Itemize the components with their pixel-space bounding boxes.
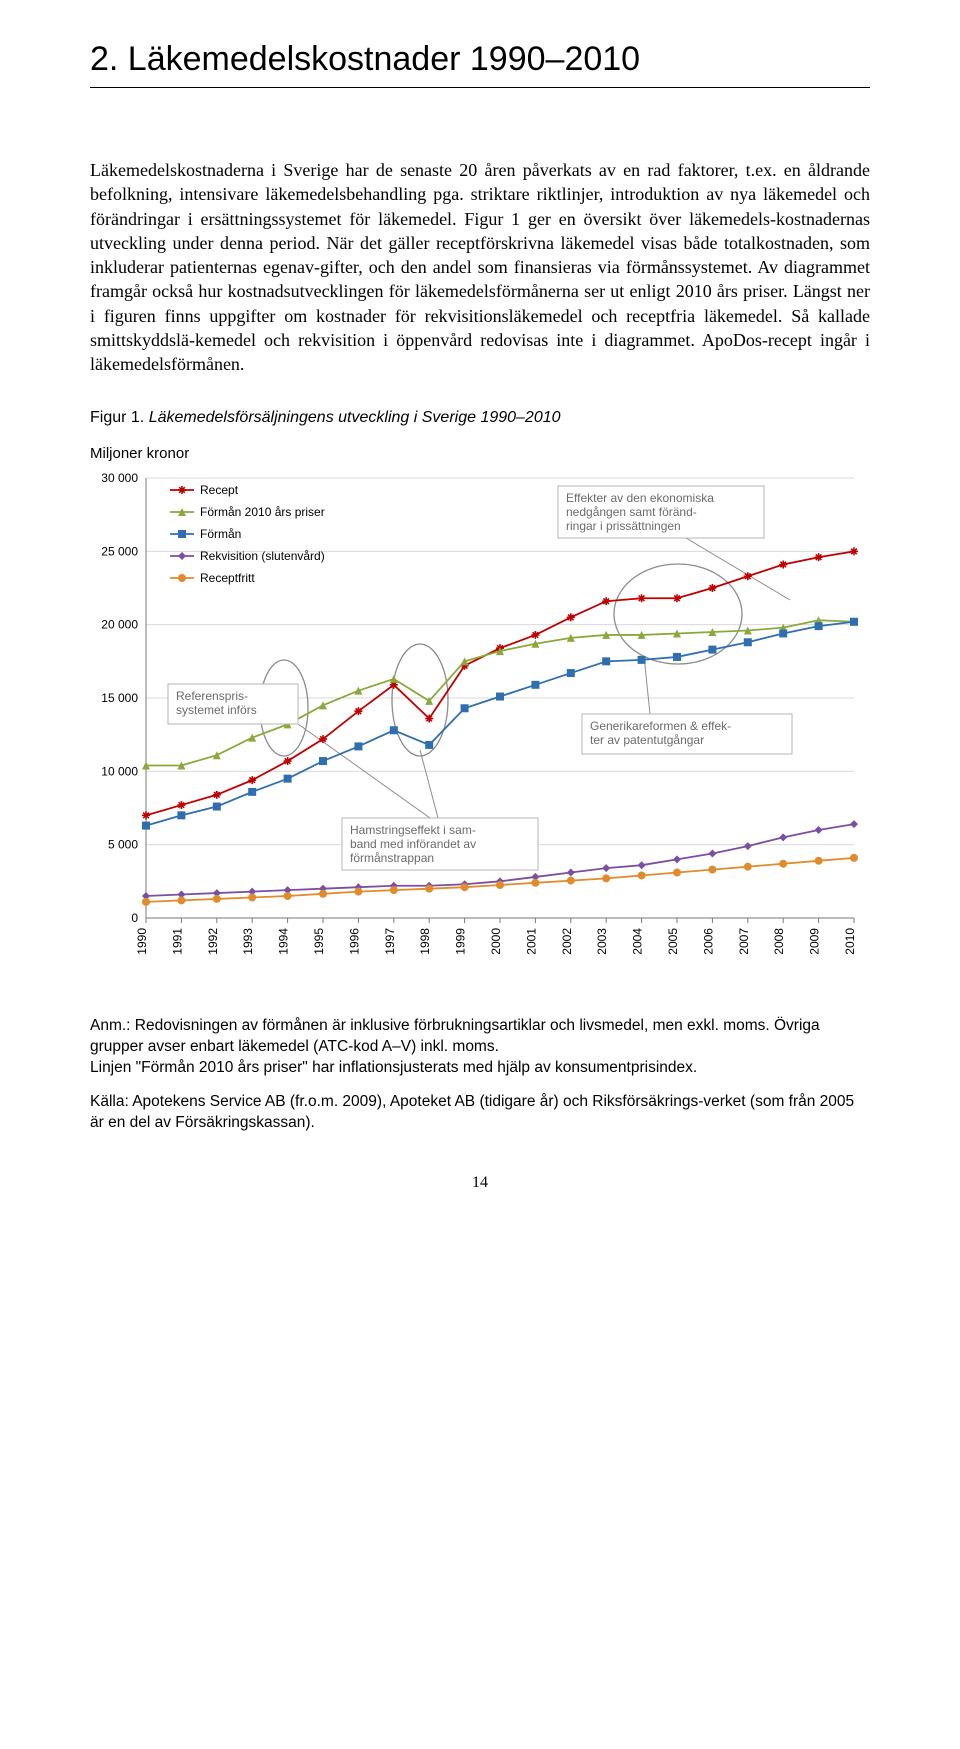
svg-text:2003: 2003 [595, 927, 609, 954]
svg-text:25 000: 25 000 [101, 544, 138, 558]
svg-text:1990: 1990 [135, 927, 149, 954]
svg-text:förmånstrappan: förmånstrappan [350, 851, 434, 865]
svg-text:1997: 1997 [383, 927, 397, 954]
svg-text:20 000: 20 000 [101, 617, 138, 631]
line-chart: 0 5 000 10 000 15 000 20 000 25 000 30 000 1990… [90, 468, 870, 988]
svg-text:2010: 2010 [843, 927, 857, 954]
svg-text:2007: 2007 [737, 927, 751, 954]
figure-caption-text: Läkemedelsförsäljningens utveckling i Sv… [149, 409, 561, 426]
svg-text:2006: 2006 [701, 927, 715, 954]
svg-text:2000: 2000 [489, 927, 503, 954]
body-paragraph: Läkemedelskostnaderna i Sverige har de s… [90, 158, 870, 377]
figure-note-anm: Anm.: Redovisningen av förmånen är inklu… [90, 1016, 870, 1079]
svg-text:5 000: 5 000 [108, 837, 138, 851]
y-axis-title: Miljoner kronor [90, 445, 870, 462]
svg-text:band med införandet av: band med införandet av [350, 837, 476, 851]
svg-text:2005: 2005 [666, 927, 680, 954]
figure-caption: Figur 1. Läkemedelsförsäljningens utveck… [90, 409, 870, 427]
svg-text:1995: 1995 [312, 927, 326, 954]
svg-text:Receptfritt: Receptfritt [200, 571, 255, 585]
svg-text:2009: 2009 [808, 927, 822, 954]
svg-text:1993: 1993 [241, 927, 255, 954]
svg-text:2001: 2001 [524, 927, 538, 954]
svg-text:nedgången samt föränd-: nedgången samt föränd- [566, 505, 697, 519]
svg-text:0: 0 [131, 911, 138, 925]
page-number: 14 [90, 1174, 870, 1192]
svg-text:1994: 1994 [277, 927, 291, 954]
svg-text:Hamstringseffekt i sam-: Hamstringseffekt i sam- [350, 823, 476, 837]
svg-text:2004: 2004 [631, 927, 645, 954]
svg-text:1992: 1992 [206, 927, 220, 954]
svg-text:1999: 1999 [454, 927, 468, 954]
svg-text:Effekter av den ekonomiska: Effekter av den ekonomiska [566, 491, 714, 505]
svg-text:Referenspris-: Referenspris- [176, 689, 248, 703]
svg-text:Förmån: Förmån [200, 527, 241, 541]
svg-text:1996: 1996 [347, 927, 361, 954]
svg-text:ringar i prissättningen: ringar i prissättningen [566, 519, 681, 533]
figure-note-source: Källa: Apotekens Service AB (fr.o.m. 200… [90, 1092, 870, 1134]
svg-text:Generikareformen & effek-: Generikareformen & effek- [590, 719, 731, 733]
figure-caption-lead: Figur 1. [90, 409, 144, 426]
svg-text:Förmån 2010 års priser: Förmån 2010 års priser [200, 505, 325, 519]
svg-text:Recept: Recept [200, 483, 239, 497]
svg-text:2008: 2008 [772, 927, 786, 954]
svg-text:1998: 1998 [418, 927, 432, 954]
svg-text:1991: 1991 [170, 927, 184, 954]
svg-text:Rekvisition (slutenvård): Rekvisition (slutenvård) [200, 549, 325, 563]
page-heading: 2. Läkemedelskostnader 1990–2010 [90, 40, 870, 79]
svg-text:systemet införs: systemet införs [176, 703, 257, 717]
svg-text:15 000: 15 000 [101, 691, 138, 705]
svg-text:2002: 2002 [560, 927, 574, 954]
svg-text:10 000: 10 000 [101, 764, 138, 778]
svg-text:30 000: 30 000 [101, 471, 138, 485]
chart-container: 0 5 000 10 000 15 000 20 000 25 000 30 000 1990… [90, 468, 870, 988]
svg-text:ter av patentutgångar: ter av patentutgångar [590, 733, 704, 747]
heading-rule [90, 87, 870, 88]
